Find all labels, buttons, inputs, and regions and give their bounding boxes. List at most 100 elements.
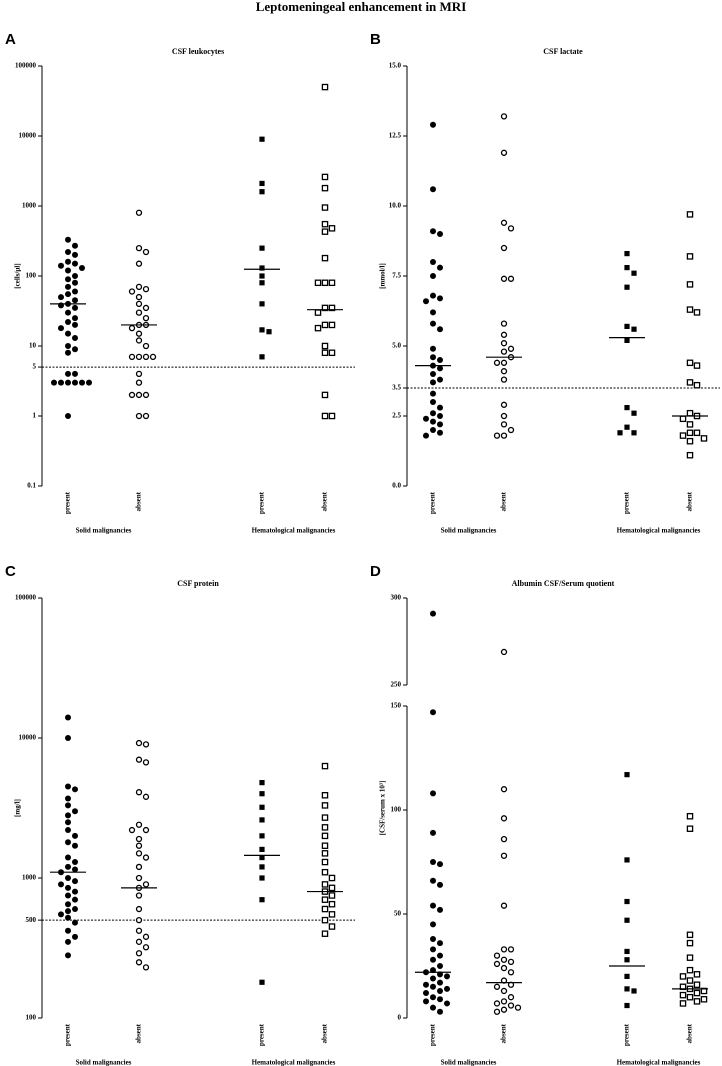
data-point [500,275,508,282]
x-tick-label: present [258,491,266,514]
y-tick-label: 15.0 [389,62,402,70]
data-point [686,977,694,984]
data-point [679,432,687,439]
data-point [142,741,150,748]
y-tick-label: 150 [391,702,402,710]
data-point [321,220,329,228]
data-point [142,854,150,861]
data-point [430,186,436,193]
y-tick-label: 100 [26,272,37,280]
data-point [500,432,508,439]
data-point [500,244,508,252]
data-point [493,960,501,968]
data-point [444,985,450,992]
data-point [142,353,150,360]
data-point [430,829,436,836]
data-point [321,279,329,287]
group-label: Hematological malignancies [617,527,701,535]
data-point [58,881,64,888]
data-point [430,994,436,1001]
data-point [142,342,150,350]
data-point [142,285,150,293]
data-point [437,429,443,436]
data-point [72,260,78,267]
data-point [328,884,336,892]
data-point [135,370,143,378]
data-point [65,735,71,741]
data-point [437,376,443,383]
data-point [686,421,694,428]
data-point [135,739,143,747]
data-point [444,973,450,980]
data-point [430,983,436,990]
x-tick-label: absent [321,1023,329,1043]
data-point [679,1000,687,1007]
data-point [500,956,508,963]
x-tick-label: present [429,491,437,514]
data-point [142,826,150,834]
data-point [142,881,150,888]
data-point [430,259,436,265]
data-point [328,923,336,930]
data-point [259,354,265,360]
data-point [328,349,336,357]
y-tick-label: 0.1 [27,482,36,490]
data-point [631,410,637,416]
data-point [507,969,515,976]
data-point [437,413,443,419]
x-tick-label: absent [500,1023,508,1043]
data-point [72,808,78,815]
data-point [321,930,329,937]
group-label: Solid malignancies [76,1059,132,1066]
data-point [437,996,443,1003]
data-point [321,762,329,770]
y-tick-label: 3.5 [392,384,401,392]
group-label: Solid malignancies [441,527,497,535]
data-point [259,280,265,286]
data-point [430,790,436,797]
data-point [624,917,630,923]
data-point [65,795,71,802]
data-point [328,911,336,918]
data-point [500,786,508,793]
data-point [135,916,143,924]
data-point [135,789,143,796]
x-tick-label: absent [135,491,143,511]
data-point [142,412,150,420]
data-point [500,359,508,366]
data-point [624,986,630,992]
data-point [624,948,630,955]
data-point [686,409,694,417]
data-point [65,714,71,721]
x-tick-label: present [258,1023,266,1046]
data-point [686,437,694,445]
data-point [142,793,150,800]
data-point [631,430,637,436]
data-point [321,342,329,350]
data-point [135,863,143,871]
data-point [128,288,136,295]
data-point [72,896,78,903]
data-point [437,326,443,333]
data-point [430,379,436,386]
data-point [624,405,630,411]
data-point [135,300,143,308]
data-point [128,324,136,332]
data-point [693,309,701,316]
x-tick-label: absent [321,491,329,511]
data-point [693,362,701,369]
data-point [135,835,143,843]
data-point [437,881,443,888]
data-point [686,429,694,437]
data-point [65,812,71,819]
data-point [500,648,508,656]
data-point [500,368,508,375]
data-point [500,421,508,428]
data-point [328,900,336,908]
data-point [437,952,443,959]
data-point [423,298,429,305]
data-point [142,391,150,399]
data-point [507,1002,515,1009]
data-point [493,432,501,439]
data-point [430,228,436,235]
